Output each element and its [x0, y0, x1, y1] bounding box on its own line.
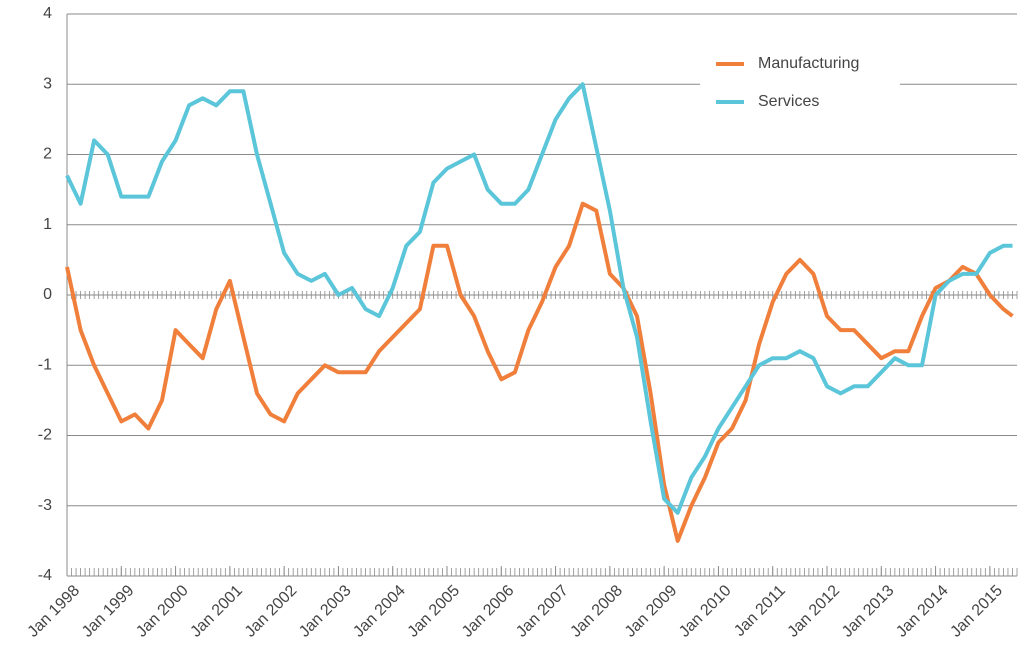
x-tick-label: Jan 2006 — [459, 582, 518, 641]
x-tick-label: Jan 1999 — [79, 582, 138, 641]
x-tick-label: Jan 2014 — [893, 582, 952, 641]
x-tick-label: Jan 2009 — [622, 582, 681, 641]
x-tick-label: Jan 2010 — [676, 582, 735, 641]
y-tick-label: 1 — [43, 216, 52, 233]
legend-label: Manufacturing — [758, 55, 859, 72]
x-tick-label: Jan 2002 — [242, 582, 301, 641]
y-tick-label: 2 — [43, 146, 52, 163]
series-line — [65, 201, 1014, 543]
x-tick-label: Jan 1998 — [25, 582, 84, 641]
x-tick-label: Jan 2004 — [350, 582, 409, 641]
x-tick-label: Jan 2005 — [405, 582, 464, 641]
x-tick-label: Jan 2015 — [947, 582, 1006, 641]
x-tick-label: Jan 2013 — [839, 582, 898, 641]
x-tick-label: Jan 2008 — [567, 582, 626, 641]
x-tick-label: Jan 2007 — [513, 582, 572, 641]
y-tick-label: -4 — [38, 567, 52, 584]
legend-label: Services — [758, 93, 819, 110]
legend-box — [700, 40, 900, 122]
series-line — [65, 82, 1013, 515]
y-tick-label: -1 — [38, 356, 52, 373]
y-tick-label: 3 — [43, 75, 52, 92]
x-tick-label: Jan 2012 — [785, 582, 844, 641]
y-tick-label: -2 — [38, 427, 52, 444]
x-tick-label: Jan 2000 — [133, 582, 192, 641]
x-tick-label: Jan 2003 — [296, 582, 355, 641]
y-tick-label: -3 — [38, 497, 52, 514]
x-tick-label: Jan 2001 — [187, 582, 246, 641]
x-tick-label: Jan 2011 — [731, 582, 789, 640]
y-tick-label: 0 — [43, 286, 52, 303]
y-tick-label: 4 — [43, 5, 52, 22]
